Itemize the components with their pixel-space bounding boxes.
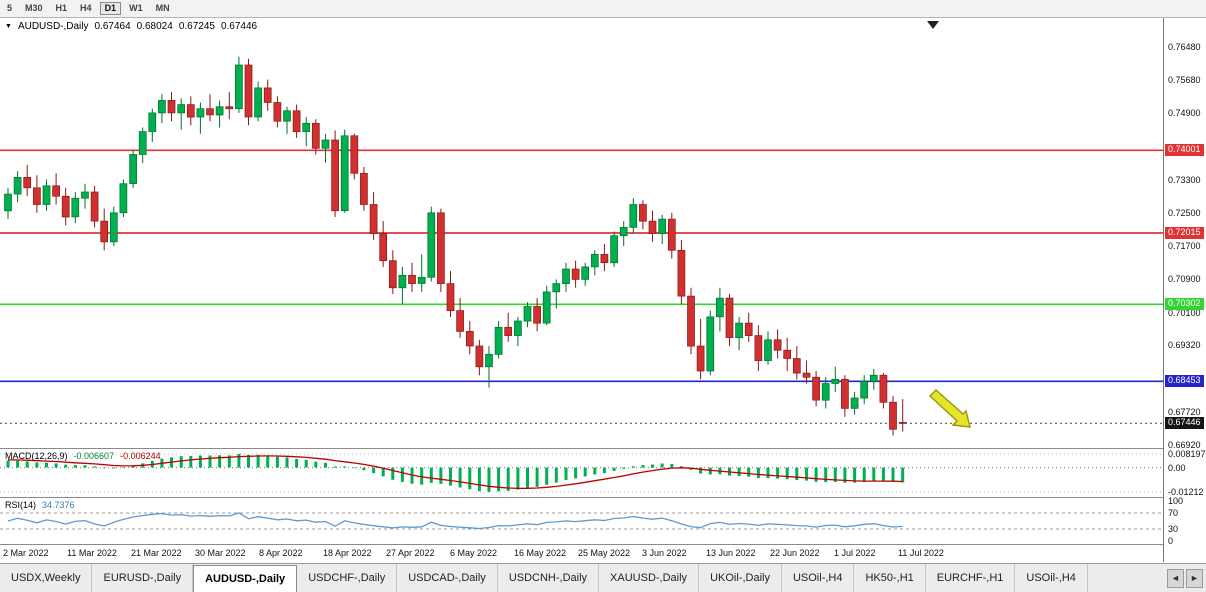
- price-tick: 0.66920: [1168, 440, 1201, 450]
- date-label: 2 Mar 2022: [3, 548, 49, 558]
- chart-tab-usoilh4[interactable]: USOil-,H4: [782, 564, 855, 592]
- price-tick: 0.76480: [1168, 42, 1201, 52]
- timeframe-button-mn[interactable]: MN: [155, 3, 170, 13]
- time-axis[interactable]: 2 Mar 2022 11 Mar 2022 21 Mar 2022 30 Mar 2…: [0, 545, 1163, 562]
- trend-arrow-annotation[interactable]: [928, 388, 971, 428]
- macd-signal-line: [7, 455, 903, 490]
- symbol-label: AUDUSD-,Daily: [17, 21, 89, 32]
- macd-axis-label: 0.008197: [1168, 449, 1206, 459]
- chart-tab-ukoildaily[interactable]: UKOil-,Daily: [699, 564, 782, 592]
- date-label: 13 Jun 2022: [706, 548, 756, 558]
- macd-name: MACD(12,26,9): [5, 451, 68, 461]
- price-axis[interactable]: 0.76480 0.75680 0.74900 0.73300 0.72500 0.717…: [1163, 18, 1206, 562]
- horizontal-level-lines[interactable]: [0, 149, 1163, 424]
- price-tick: 0.70100: [1168, 308, 1201, 318]
- chart-tab-usdcnhdaily[interactable]: USDCNH-,Daily: [498, 564, 600, 592]
- price-chart-canvas[interactable]: [0, 18, 1163, 448]
- rsi-value: 34.7376: [42, 500, 75, 510]
- timeframe-button-w1[interactable]: W1: [129, 3, 143, 13]
- timeframe-button-m30[interactable]: M30: [25, 3, 43, 13]
- chart-tab-usoilh4[interactable]: USOil-,H4: [1015, 564, 1088, 592]
- macd-main-value: -0.006607: [73, 451, 115, 461]
- timeframe-button-h4[interactable]: H4: [80, 3, 92, 13]
- price-tick: 0.71700: [1168, 241, 1201, 251]
- ohlc-low: 0.67245: [178, 21, 215, 32]
- ohlc-high: 0.68024: [136, 21, 173, 32]
- panel-separator: [0, 544, 1206, 545]
- price-tick: 0.73300: [1168, 175, 1201, 185]
- date-label: 22 Jun 2022: [770, 548, 820, 558]
- tab-scroll-right-icon[interactable]: ►: [1186, 568, 1203, 588]
- chart-tab-audusddaily[interactable]: AUDUSD-,Daily: [193, 565, 298, 592]
- price-level-badge: 0.74001: [1165, 144, 1204, 156]
- macd-indicator-label: MACD(12,26,9) -0.006607 -0.006244: [5, 451, 161, 461]
- symbol-marker-icon: ▼: [5, 23, 12, 30]
- macd-signal-value: -0.006244: [120, 451, 161, 461]
- price-tick: 0.69320: [1168, 340, 1201, 350]
- ohlc-open: 0.67464: [94, 21, 131, 32]
- current-price-badge: 0.67446: [1165, 417, 1204, 429]
- price-tick: 0.74900: [1168, 108, 1201, 118]
- panel-separator[interactable]: [0, 448, 1206, 449]
- rsi-indicator-label: RSI(14) 34.7376: [5, 500, 75, 510]
- date-label: 3 Jun 2022: [642, 548, 687, 558]
- chart-tabs: USDX,Weekly EURUSD-,Daily AUDUSD-,Daily USD…: [0, 564, 1164, 592]
- date-label: 11 Mar 2022: [67, 548, 117, 558]
- price-tick: 0.67720: [1168, 407, 1201, 417]
- date-label: 16 May 2022: [514, 548, 567, 558]
- chart-tab-eurchfh1[interactable]: EURCHF-,H1: [926, 564, 1016, 592]
- rsi-axis-label: 70: [1168, 508, 1179, 518]
- candles: [4, 56, 907, 436]
- price-tick: 0.70900: [1168, 274, 1201, 284]
- chart-tab-usdchfdaily[interactable]: USDCHF-,Daily: [297, 564, 398, 592]
- chart-tab-eurusddaily[interactable]: EURUSD-,Daily: [92, 564, 194, 592]
- rsi-indicator-canvas[interactable]: [0, 498, 1163, 544]
- chart-tab-bar: USDX,Weekly EURUSD-,Daily AUDUSD-,Daily USD…: [0, 563, 1206, 592]
- tab-scroll-controls: ◄ ►: [1164, 564, 1206, 592]
- timeframe-button-h1[interactable]: H1: [55, 3, 68, 13]
- chart-shift-marker-icon[interactable]: [927, 21, 939, 29]
- chart-tab-usdxweekly[interactable]: USDX,Weekly: [0, 564, 93, 592]
- macd-axis-label: 0.00: [1168, 463, 1186, 473]
- timeframe-toolbar: 5 M30 H1 H4 D1 W1 MN: [0, 0, 1206, 18]
- date-label: 30 Mar 2022: [195, 548, 246, 558]
- price-tick: 0.75680: [1168, 75, 1201, 85]
- date-label: 25 May 2022: [578, 548, 631, 558]
- price-tick: 0.72500: [1168, 208, 1201, 218]
- tab-scroll-left-icon[interactable]: ◄: [1167, 568, 1184, 588]
- chart-tab-usdcaddaily[interactable]: USDCAD-,Daily: [397, 564, 498, 592]
- date-label: 11 Jul 2022: [898, 548, 944, 558]
- ohlc-close: 0.67446: [220, 21, 258, 32]
- rsi-axis-label: 100: [1168, 496, 1184, 506]
- timeframe-button-5[interactable]: 5: [7, 3, 13, 13]
- date-label: 21 Mar 2022: [131, 548, 182, 558]
- price-level-badge: 0.68453: [1165, 375, 1204, 387]
- chart-tab-xauusddaily[interactable]: XAUUSD-,Daily: [599, 564, 700, 592]
- price-level-badge: 0.72015: [1165, 227, 1204, 239]
- timeframe-button-d1[interactable]: D1: [99, 2, 122, 15]
- macd-indicator-canvas[interactable]: [0, 449, 1163, 497]
- rsi-name: RSI(14): [5, 500, 37, 510]
- date-label: 8 Apr 2022: [259, 548, 303, 558]
- macd-axis-label: -0.01212: [1168, 487, 1204, 497]
- chart-title: ▼ AUDUSD-,Daily 0.67464 0.68024 0.67245 …: [5, 21, 257, 32]
- chart-tab-hk50h1[interactable]: HK50-,H1: [854, 564, 926, 592]
- date-label: 27 Apr 2022: [386, 548, 435, 558]
- date-label: 6 May 2022: [450, 548, 498, 558]
- rsi-axis-label: 0: [1168, 536, 1174, 546]
- date-label: 1 Jul 2022: [834, 548, 876, 558]
- panel-separator[interactable]: [0, 497, 1206, 498]
- date-label: 18 Apr 2022: [323, 548, 372, 558]
- rsi-line: [7, 512, 903, 530]
- rsi-axis-label: 30: [1168, 524, 1179, 534]
- price-level-badge: 0.70302: [1165, 298, 1204, 310]
